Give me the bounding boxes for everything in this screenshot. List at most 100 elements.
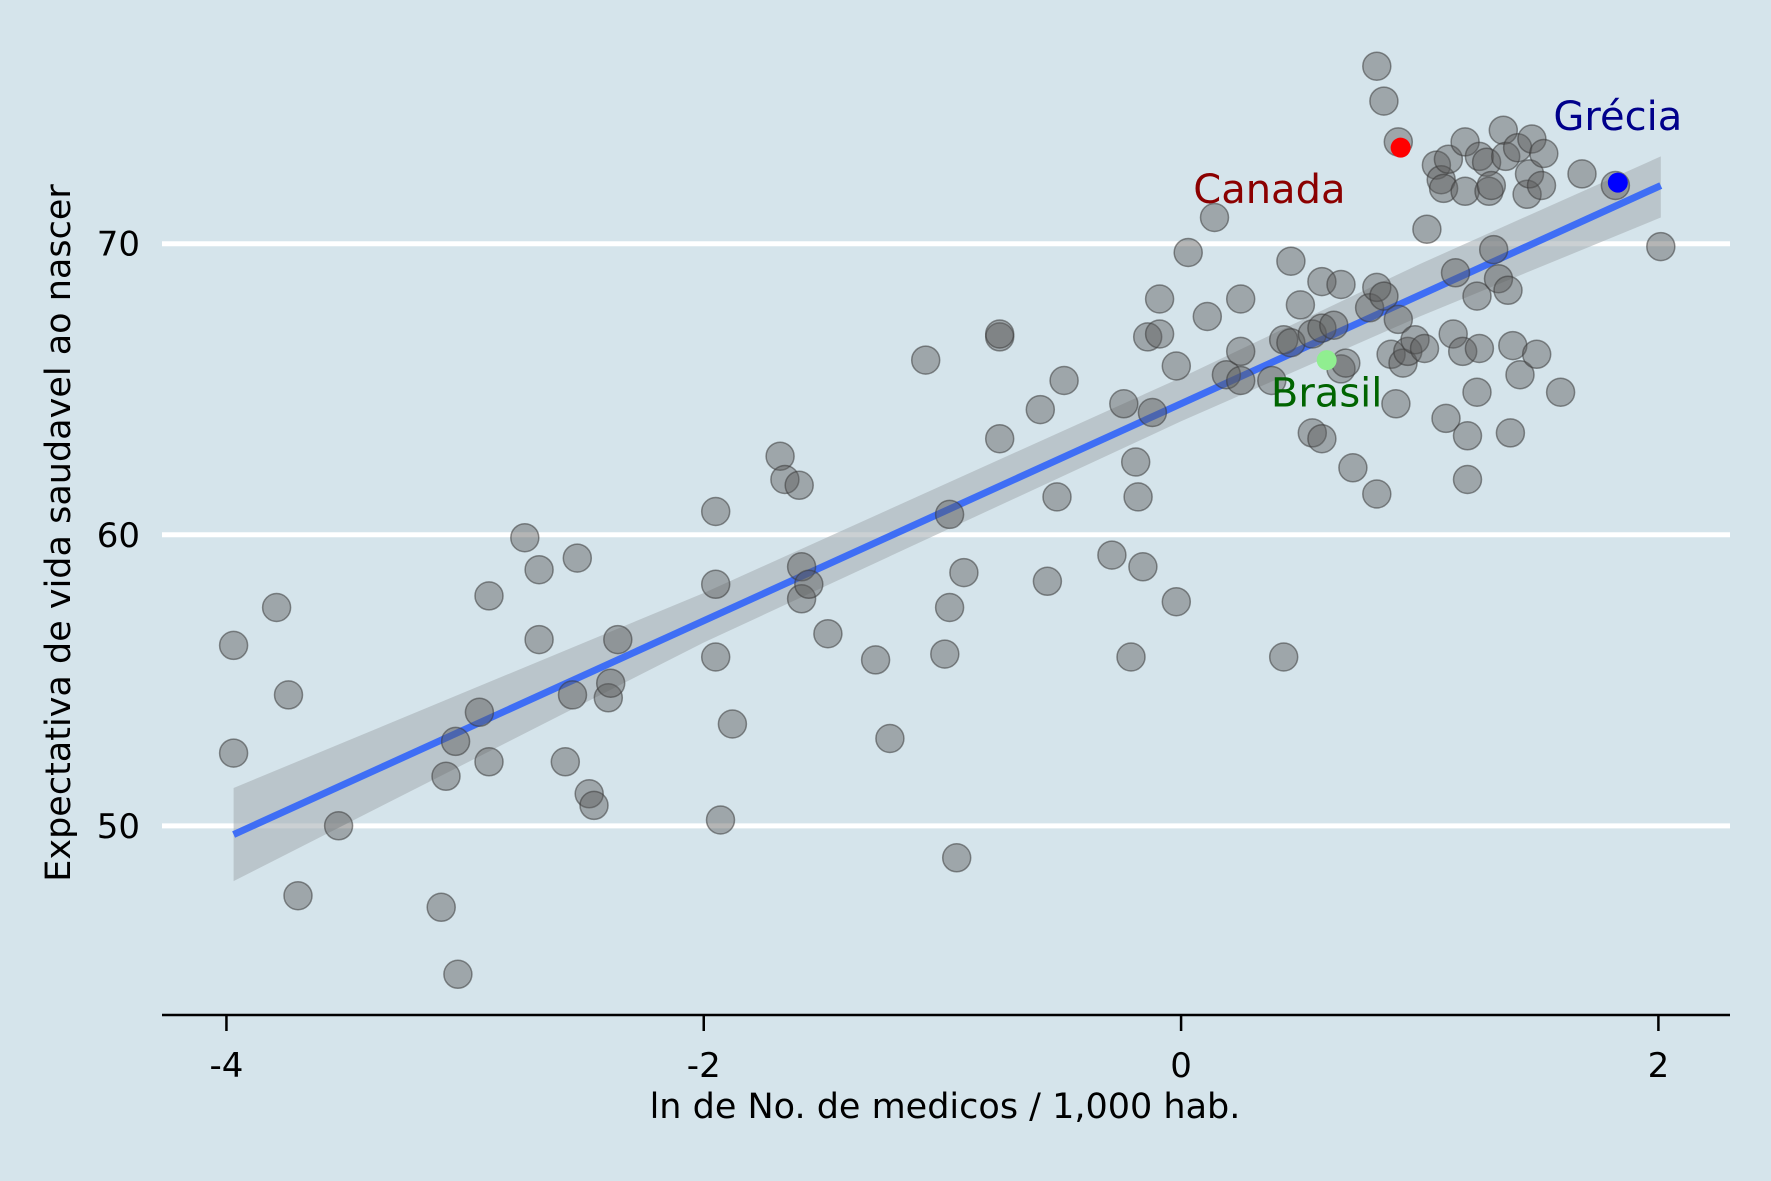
data-point-132 (1521, 339, 1552, 370)
data-point-70 (1257, 365, 1287, 396)
data-point-103 (1428, 173, 1459, 204)
data-point-100 (1412, 214, 1442, 244)
highlight-label-canada: Canada (1193, 167, 1345, 213)
data-point-71 (1268, 325, 1299, 355)
y-tick-label-1: 60 (97, 516, 140, 556)
data-point-45 (984, 319, 1015, 349)
data-point-134 (1529, 138, 1559, 169)
data-point-55 (1123, 482, 1153, 512)
data-point-49 (1042, 482, 1072, 512)
x-tick-label-0: -4 (209, 1046, 243, 1086)
data-point-2 (261, 592, 292, 623)
data-point-26 (700, 642, 731, 672)
data-point-81 (1319, 310, 1349, 340)
y-axis-title: Expectativa de vida saudavel ao nascer (39, 184, 79, 882)
data-point-32 (786, 552, 817, 582)
data-point-63 (1173, 237, 1203, 268)
data-point-50 (1049, 365, 1079, 396)
data-point-0 (218, 630, 249, 661)
data-point-138 (1646, 231, 1676, 262)
x-tick-label-2: 0 (1170, 1046, 1192, 1086)
data-point-106 (1438, 319, 1468, 349)
data-point-6 (426, 892, 456, 923)
data-point-107 (1440, 258, 1471, 288)
data-point-43 (949, 557, 979, 588)
data-point-34 (794, 569, 824, 600)
data-point-48 (1032, 566, 1063, 597)
data-point-5 (323, 811, 354, 841)
data-point-78 (1307, 266, 1337, 297)
data-point-68 (1225, 336, 1256, 367)
x-axis-title: ln de No. de medicos / 1,000 hab. (650, 1087, 1241, 1127)
data-point-90 (1369, 281, 1399, 311)
data-point-128 (1505, 359, 1535, 390)
data-point-40 (934, 499, 965, 530)
highlight-point-grecia (1607, 172, 1628, 193)
data-point-119 (1476, 170, 1507, 201)
data-point-99 (1409, 333, 1440, 364)
data-point-83 (1326, 269, 1356, 300)
data-point-111 (1452, 464, 1483, 495)
highlight-point-canada (1390, 137, 1411, 158)
data-point-24 (700, 496, 731, 527)
data-point-72 (1268, 642, 1299, 672)
data-point-130 (1514, 159, 1545, 189)
data-point-124 (1493, 275, 1523, 306)
data-point-135 (1545, 377, 1576, 407)
data-point-115 (1464, 333, 1495, 364)
data-point-62 (1161, 351, 1192, 381)
x-tick-label-1: -2 (687, 1046, 721, 1086)
data-point-96 (1388, 348, 1418, 378)
data-point-8 (440, 726, 471, 757)
data-point-94 (1383, 304, 1414, 335)
fit-line (232, 182, 1663, 838)
data-point-133 (1526, 170, 1557, 201)
data-point-57 (1132, 322, 1163, 352)
data-point-17 (557, 680, 588, 710)
data-point-56 (1128, 552, 1158, 582)
data-point-15 (524, 624, 554, 655)
data-point-58 (1137, 397, 1168, 428)
data-point-67 (1225, 365, 1256, 396)
highlight-label-brasil: Brasil (1271, 371, 1382, 417)
data-point-73 (1276, 246, 1306, 276)
data-point-80 (1307, 423, 1337, 454)
data-point-85 (1338, 453, 1368, 483)
data-point-10 (464, 697, 495, 728)
data-point-36 (860, 645, 891, 675)
data-point-4 (283, 880, 313, 911)
data-point-120 (1478, 234, 1509, 265)
data-point-89 (1362, 51, 1392, 81)
data-point-29 (765, 441, 795, 471)
data-point-20 (579, 790, 609, 821)
data-point-9 (443, 959, 473, 990)
x-axis: -4 -2 0 2 (162, 1013, 1730, 1086)
data-point-38 (910, 345, 941, 375)
data-point-98 (1400, 325, 1430, 355)
data-point-35 (813, 618, 843, 649)
data-point-14 (524, 554, 554, 585)
data-point-42 (941, 843, 972, 873)
data-point-37 (875, 723, 905, 754)
data-point-28 (717, 709, 748, 739)
data-point-104 (1431, 403, 1461, 434)
highlight-label-grecia: Grécia (1553, 94, 1682, 140)
data-point-93 (1381, 389, 1411, 419)
data-point-31 (784, 470, 814, 501)
data-point-60 (1144, 284, 1175, 314)
data-point-18 (562, 543, 593, 573)
data-point-113 (1462, 377, 1492, 407)
data-point-33 (786, 584, 817, 614)
data-point-3 (273, 680, 304, 710)
data-point-23 (603, 624, 633, 655)
data-point-117 (1471, 147, 1502, 177)
data-point-69 (1225, 284, 1256, 314)
data-point-112 (1452, 421, 1483, 451)
data-point-52 (1109, 389, 1139, 419)
data-point-19 (574, 779, 604, 809)
data-point-13 (510, 522, 540, 553)
data-point-136 (1567, 159, 1597, 189)
data-point-22 (595, 668, 626, 698)
